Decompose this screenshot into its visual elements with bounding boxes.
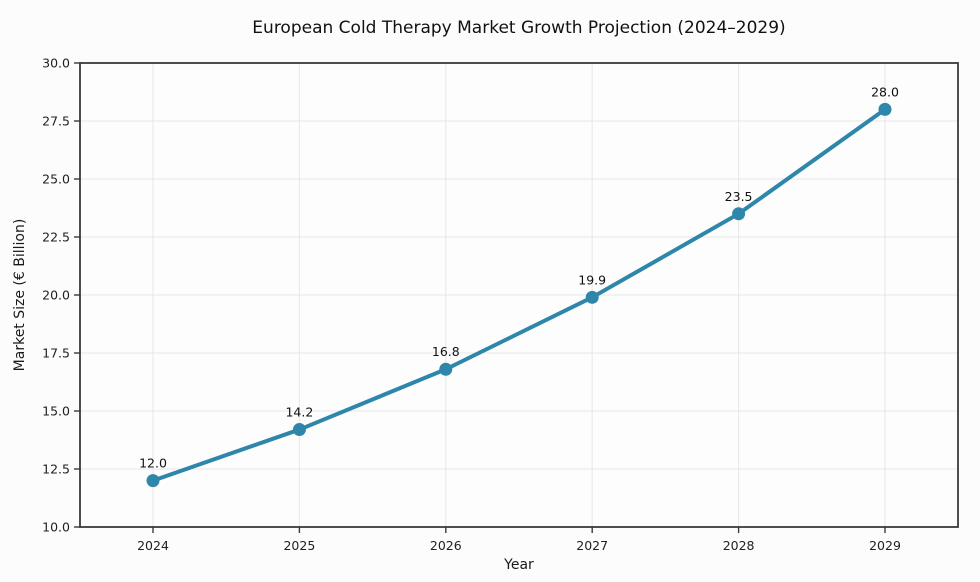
y-tick-label: 10.0	[42, 519, 70, 534]
data-point-label: 12.0	[139, 456, 167, 471]
data-point-label: 14.2	[285, 405, 313, 420]
data-line	[151, 107, 887, 483]
y-tick-label: 27.5	[42, 113, 70, 128]
plot-frame	[79, 62, 959, 528]
data-point	[292, 423, 306, 437]
y-tick-label: 12.5	[42, 461, 70, 476]
y-tick-label: 25.0	[42, 171, 70, 186]
data-point-label: 19.9	[578, 272, 606, 287]
y-tick-label: 30.0	[42, 55, 70, 70]
axis-ticks	[74, 62, 886, 533]
chart-title: European Cold Therapy Market Growth Proj…	[252, 18, 785, 38]
data-point	[732, 207, 746, 221]
point-value-labels: 12.0 14.2 16.8 19.9 23.5 28.0	[139, 84, 899, 470]
data-point-label: 23.5	[725, 189, 753, 204]
y-tick-label: 20.0	[42, 287, 70, 302]
data-point	[585, 290, 599, 304]
data-point	[146, 474, 160, 488]
data-point	[439, 362, 453, 376]
y-axis-label: Market Size (€ Billion)	[12, 219, 28, 372]
y-tick-label: 22.5	[42, 229, 70, 244]
x-tick-label: 2024	[137, 538, 169, 553]
x-tick-label: 2029	[869, 538, 901, 553]
x-tick-label: 2028	[723, 538, 755, 553]
tick-labels: 10.0 12.5 15.0 17.5 20.0 22.5 25.0 27.5 30.0 2024…	[42, 55, 901, 553]
data-point	[878, 102, 892, 116]
y-tick-label: 17.5	[42, 345, 70, 360]
x-axis-label: Year	[503, 557, 534, 573]
data-point-label: 28.0	[871, 84, 899, 99]
x-tick-label: 2026	[430, 538, 462, 553]
x-tick-label: 2027	[576, 538, 608, 553]
data-series	[146, 102, 892, 488]
x-tick-label: 2025	[283, 538, 315, 553]
y-tick-label: 15.0	[42, 403, 70, 418]
data-point-label: 16.8	[432, 344, 460, 359]
